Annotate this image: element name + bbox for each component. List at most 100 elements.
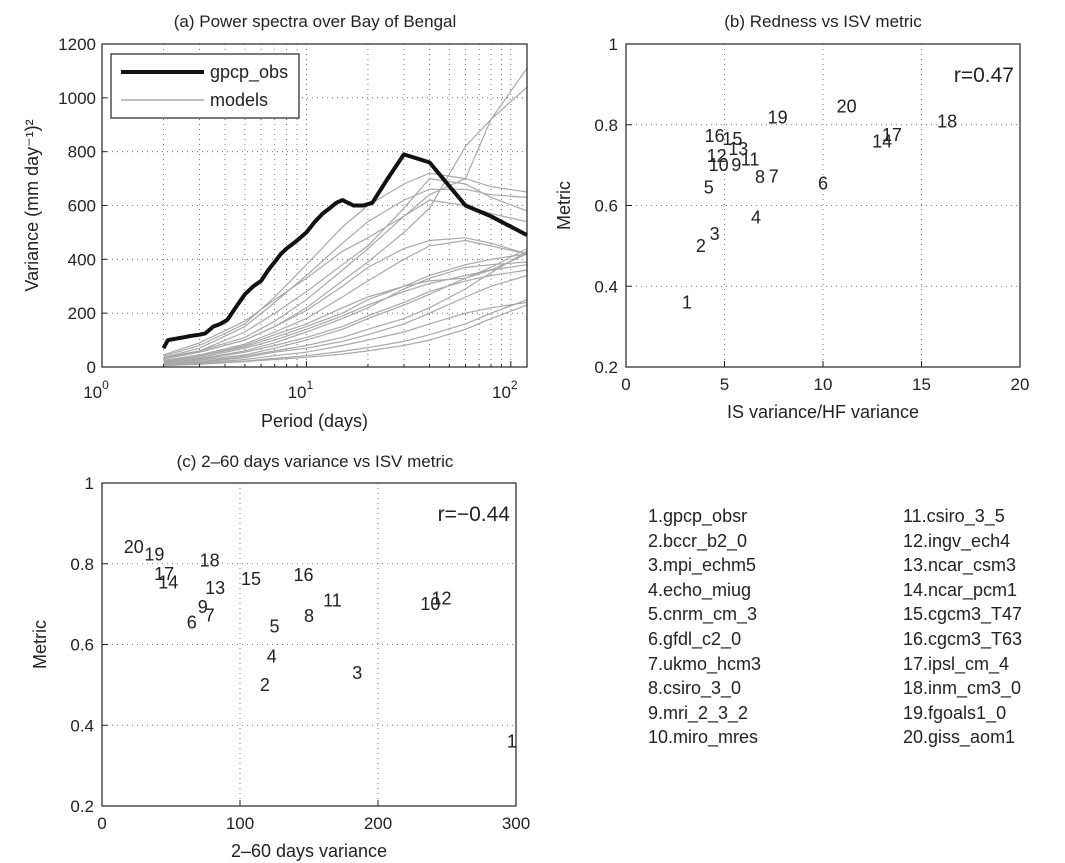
model-list-item: 13.ncar_csm3: [903, 555, 1017, 576]
model-list-item: 11.csiro_3_5: [903, 506, 1005, 526]
model-list-item: 6.gfdl_c2_0: [648, 628, 742, 649]
panel-a-legend-box: [110, 53, 300, 119]
model-list-item: 4.echo_miug: [648, 579, 752, 600]
panel-b-point-label: 2: [696, 236, 706, 256]
model-list-item: 5.cnrm_cm_3: [648, 604, 758, 625]
panel-c-x-tick-label: 200: [364, 814, 392, 833]
panel-c-y-tick-label: 0.6: [70, 636, 94, 655]
panel-c-y-axis-label: Metric: [30, 620, 50, 669]
model-list-item: 20.giss_aom1: [903, 727, 1016, 748]
panel-c-y-tick-label: 0.2: [70, 797, 94, 816]
panel-c-point-label: 4: [267, 647, 277, 667]
model-list-item: 18.inm_cm3_0: [903, 678, 1022, 699]
panel-b-point-label: 5: [704, 177, 714, 197]
panel-c-y-tick-label: 0.8: [70, 555, 94, 574]
panel-b-point-label: 7: [769, 166, 779, 186]
model-list-item: 17.ipsl_cm_4: [903, 653, 1010, 674]
panel-a-series-models-line: [163, 304, 528, 367]
panel-b-x-axis-label: IS variance/HF variance: [727, 402, 919, 422]
panel-c-x-tick-label: 100: [226, 814, 254, 833]
panel-c-title: (c) 2–60 days variance vs ISV metric: [177, 452, 454, 471]
panel-b-y-tick-label: 0.6: [594, 197, 618, 216]
panel-b-point-label: 4: [751, 208, 761, 228]
panel-b-point-label: 1: [682, 292, 692, 312]
panel-b-point-label: 20: [837, 97, 857, 117]
panel-a-series-models-line: [163, 239, 528, 361]
panel-b-point-label: 10: [709, 155, 729, 175]
model-list-column-1: 1.gpcp_obsr 2.bccr_b2_0 3.mpi_echm5 4.ec…: [648, 504, 761, 750]
panel-a-y-axis-label: Variance (mm day⁻¹)²: [22, 119, 42, 291]
panel-c-correlation-annotation: r=−0.44: [438, 503, 511, 526]
model-list-item: 16.cgcm3_T63: [903, 628, 1023, 649]
panel-b-point-label: 18: [937, 112, 957, 132]
panel-a-y-tick-label: 400: [68, 250, 96, 269]
panel-a-legend-label-models: models: [210, 90, 268, 110]
panel-c-point-label: 16: [293, 565, 313, 585]
panel-c-point-label: 3: [352, 663, 362, 683]
panel-b-y-tick-label: 0.8: [594, 116, 618, 135]
model-list-item: 10.miro_mres: [648, 727, 759, 748]
panel-c-point-label: 8: [304, 606, 314, 626]
panel-b-y-tick-label: 0.2: [594, 358, 618, 377]
panel-b-y-tick-label: 0.4: [594, 277, 618, 296]
panel-a-title: (a) Power spectra over Bay of Bengal: [174, 12, 457, 31]
panel-b-point-label: 3: [710, 224, 720, 244]
panel-c-point-label: 2: [260, 675, 270, 695]
panel-a-y-tick-label: 1000: [58, 89, 96, 108]
panel-a-y-tick-label: 1200: [58, 35, 96, 54]
panel-c-point-label: 15: [241, 569, 261, 589]
panel-a-power-spectra: (a) Power spectra over Bay of Bengal 0 20…: [22, 12, 528, 431]
panel-b-point-label: 8: [755, 167, 765, 187]
model-list-item: 3.mpi_echm5: [648, 555, 757, 576]
model-list-item: 19.fgoals1_0: [903, 702, 1007, 723]
panel-b-point-label: 9: [731, 155, 741, 175]
panel-a-series-models-line: [163, 177, 528, 360]
panel-c-variance-scatter: (c) 2–60 days variance vs ISV metric 0 10…: [30, 452, 530, 861]
panel-a-series-models-line: [163, 188, 528, 359]
panel-c-point-label: 9: [198, 597, 208, 617]
panel-b-x-tick-label: 0: [621, 375, 630, 394]
panel-b-x-tick-label: 20: [1011, 375, 1030, 394]
panel-b-x-tick-label: 5: [720, 375, 729, 394]
panel-a-series-models-line: [163, 264, 528, 363]
panel-b-point-label: 6: [818, 173, 828, 193]
panel-b-point-label: 17: [882, 125, 902, 145]
panel-b-x-tick-label: 15: [912, 375, 931, 394]
panel-b-x-tick-label: 10: [814, 375, 833, 394]
panel-a-series-models-line: [163, 86, 528, 360]
panel-a-x-tick-label: 100: [83, 378, 109, 402]
panel-b-point-label: 19: [768, 107, 788, 127]
panel-c-point-label: 14: [158, 572, 178, 592]
panel-c-point-label: 20: [124, 537, 144, 557]
panel-c-point-label: 18: [200, 551, 220, 571]
panel-c-point-label: 11: [323, 590, 342, 610]
model-list-item: 8.csiro_3_0: [648, 678, 742, 699]
panel-b-point-label: 12: [707, 146, 727, 166]
panel-b-point-label: 16: [705, 126, 725, 146]
panel-c-point-label: 7: [205, 605, 215, 625]
panel-b-point-label: 13: [728, 139, 748, 159]
panel-c-x-axis-label: 2–60 days variance: [231, 841, 387, 861]
panel-a-series-models-line: [163, 172, 528, 357]
model-list-item: 9.mri_2_3_2: [648, 702, 749, 723]
panel-c-x-tick-label: 300: [502, 814, 530, 833]
panel-c-y-tick-label: 0.4: [70, 716, 94, 735]
panel-c-point-label: 19: [144, 544, 164, 564]
panel-a-series-models-line: [163, 274, 528, 365]
panel-c-x-tick-label: 0: [97, 814, 106, 833]
panel-b-point-label: 15: [722, 129, 742, 149]
panel-b-point-label: 14: [872, 132, 892, 152]
panel-b-axes-frame: [625, 43, 1021, 368]
panel-c-point-label: 5: [269, 616, 279, 636]
model-list-item: 15.cgcm3_T47: [903, 604, 1023, 625]
panel-b-redness-scatter: (b) Redness vs ISV metric 0 5 10 15 200.20.4…: [554, 12, 1029, 422]
panel-a-legend-label-obs: gpcp_obs: [210, 62, 288, 83]
model-list-item: 12.ingv_ech4: [903, 530, 1011, 551]
panel-a-series-models-line: [163, 261, 528, 364]
panel-b-y-tick-label: 1: [609, 35, 618, 54]
panel-a-series-models-line: [163, 253, 528, 362]
panel-a-y-tick-label: 0: [87, 358, 96, 377]
panel-a-x-tick-label: 101: [288, 378, 314, 402]
